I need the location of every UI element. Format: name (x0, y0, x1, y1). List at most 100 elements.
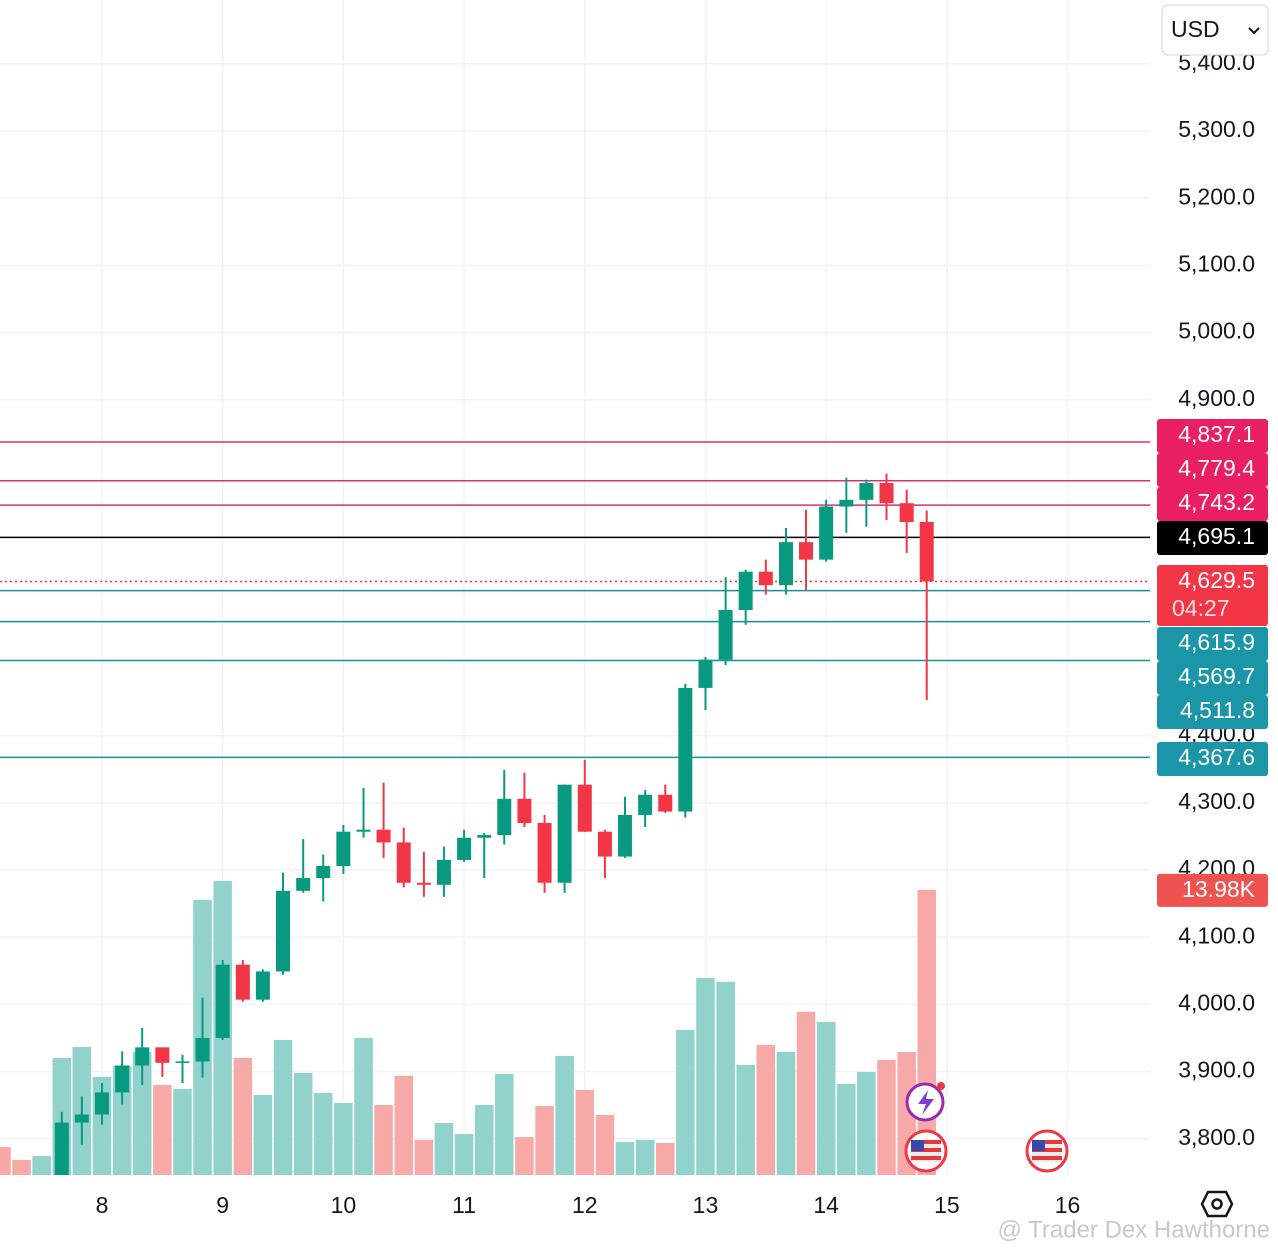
candle-body (416, 882, 431, 885)
candle-body (537, 822, 552, 883)
candle-body (255, 971, 270, 1000)
event-icons (904, 1082, 1069, 1173)
watermark: @ Trader Dex Hawthorne (998, 1216, 1270, 1243)
candle-body (457, 837, 472, 860)
price-tag-label: 4,779.4 (1178, 455, 1255, 481)
x-tick-label: 12 (572, 1192, 598, 1218)
current-price-tag (1157, 565, 1268, 626)
candle-body (54, 1122, 69, 1175)
price-tag-label: 4,837.1 (1178, 421, 1255, 447)
volume-bar (796, 1011, 816, 1175)
price-tag (1157, 661, 1268, 695)
candle-body (638, 794, 653, 815)
volume-bar (676, 1029, 695, 1175)
volume-bar (313, 1092, 333, 1175)
volume-pane (0, 880, 936, 1175)
price-tags: 4,837.1 4,779.4 4,743.2 4,695.1 4,615.9 4,569… (1157, 419, 1268, 907)
candle-body (376, 829, 391, 843)
y-tick-label: 5,100.0 (1178, 250, 1255, 276)
dot (937, 1082, 945, 1090)
volume-bar (334, 1102, 353, 1175)
candle-body (859, 483, 874, 500)
volume-bar (776, 1051, 796, 1175)
candle-body (477, 835, 492, 838)
volume-bar (535, 1106, 554, 1175)
volume-bar (736, 1064, 755, 1175)
volume-bar (656, 1142, 675, 1175)
volume-bar (293, 1073, 313, 1175)
volume-bar (233, 1057, 253, 1175)
price-tag (1157, 695, 1268, 729)
candle-body (799, 542, 814, 560)
currency-label: USD (1171, 16, 1220, 42)
currency-select[interactable]: USD (1161, 4, 1269, 56)
y-tick-label: 5,300.0 (1178, 116, 1255, 142)
x-tick-label: 16 (1055, 1192, 1081, 1218)
price-tag (1157, 521, 1268, 555)
volume-bar (615, 1141, 635, 1175)
candle-body (819, 506, 834, 560)
price-tag (1157, 487, 1268, 521)
x-tick-label: 15 (934, 1192, 960, 1218)
volume-bar (857, 1071, 876, 1175)
candle-body (778, 542, 793, 586)
price-tag-label: 4,695.1 (1178, 523, 1255, 549)
price-lines (0, 441, 1150, 759)
volume-bar (635, 1139, 655, 1175)
candle-body (577, 784, 592, 832)
y-tick-label: 5,000.0 (1178, 318, 1255, 344)
price-tag (1157, 419, 1268, 453)
volume-bar (555, 1055, 574, 1175)
price-tag-label: 4,569.7 (1178, 663, 1255, 689)
candle-body (678, 687, 693, 812)
y-tick-label: 3,900.0 (1178, 1057, 1255, 1083)
grid (0, 0, 1150, 1175)
candle-body (336, 831, 351, 866)
volume-tag (1157, 873, 1268, 907)
candle-body (919, 521, 934, 582)
volume-bar (595, 1115, 615, 1175)
y-tick-label: 5,200.0 (1178, 183, 1255, 209)
candle-body (135, 1047, 150, 1066)
volume-bar (474, 1105, 494, 1175)
volume-bar (354, 1037, 373, 1175)
bolt (918, 1090, 934, 1115)
candle-body (658, 794, 673, 812)
volume-bar (132, 1051, 152, 1175)
candle-body (497, 798, 512, 836)
volume-bar (414, 1139, 434, 1175)
candle-body (235, 964, 250, 1000)
volume-bar (696, 977, 715, 1175)
y-tick-label: 4,900.0 (1178, 385, 1255, 411)
candle-body (899, 503, 914, 522)
candle-body (436, 859, 451, 885)
volume-bar (32, 1156, 51, 1175)
candle-body (356, 829, 371, 832)
volume-bar (273, 1039, 293, 1175)
candle-body (738, 571, 753, 611)
x-tick-label: 13 (693, 1192, 719, 1218)
volume-bar (716, 981, 735, 1175)
volume-bar (454, 1133, 474, 1175)
candle-body (617, 814, 632, 857)
price-tag (1157, 742, 1268, 776)
volume-bar (756, 1044, 776, 1175)
x-tick-label: 9 (216, 1192, 229, 1218)
candle-body (597, 831, 612, 857)
flag-icon[interactable] (904, 1129, 948, 1173)
flag-icon[interactable] (1025, 1129, 1069, 1173)
volume-bar (837, 1084, 856, 1175)
x-tick-label: 10 (331, 1192, 357, 1218)
candle-body (74, 1114, 89, 1123)
price-tag-label: 4,615.9 (1178, 629, 1255, 655)
settings-icon[interactable] (1200, 1190, 1234, 1218)
volume-bar (816, 1022, 836, 1175)
y-tick-label: 3,800.0 (1178, 1124, 1255, 1150)
candle-body (839, 499, 854, 507)
candle-body (215, 964, 230, 1038)
candle-body (115, 1065, 130, 1093)
candle-body (758, 571, 773, 586)
volume-bar (515, 1137, 534, 1175)
candle-body (316, 865, 331, 879)
volume-tag-label: 13.98K (1182, 876, 1256, 902)
